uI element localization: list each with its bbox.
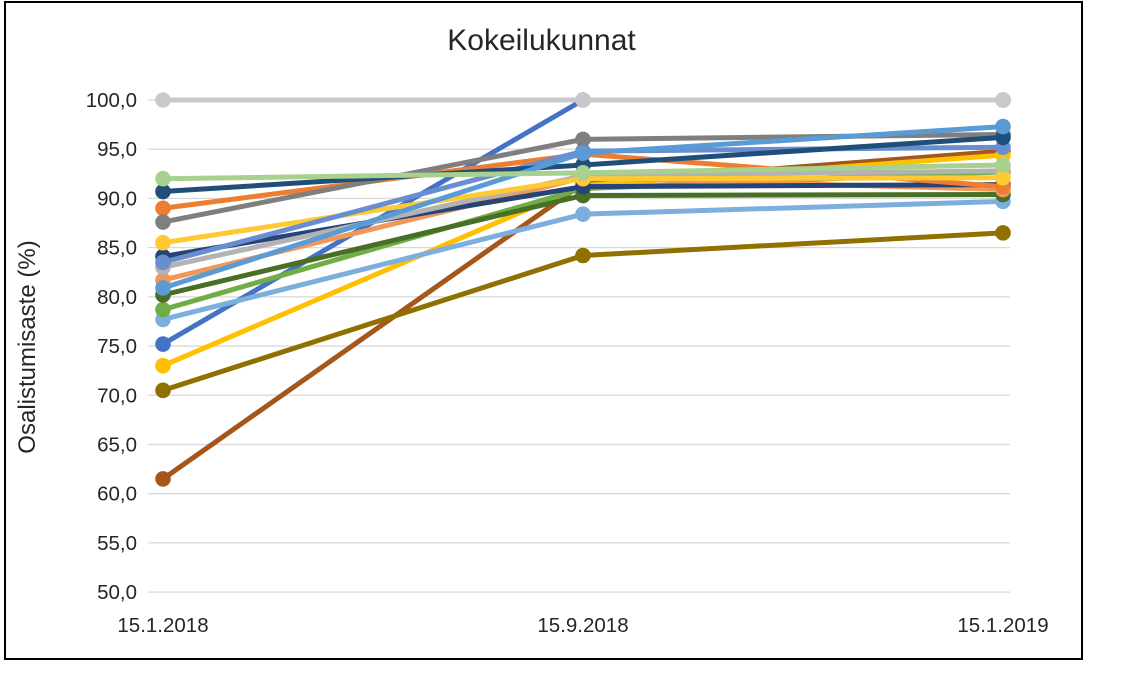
data-point-marker xyxy=(575,92,591,108)
y-tick-label: 65,0 xyxy=(97,433,137,456)
y-tick-label: 90,0 xyxy=(97,187,137,210)
data-point-marker xyxy=(575,206,591,222)
y-tick-label: 70,0 xyxy=(97,384,137,407)
x-axis-labels: 15.1.2018 15.9.2018 15.1.2019 xyxy=(117,614,1048,637)
y-tick-label: 95,0 xyxy=(97,138,137,161)
series-light-green xyxy=(155,157,1011,187)
data-point-marker xyxy=(155,92,171,108)
data-point-marker xyxy=(575,165,591,181)
data-point-marker xyxy=(155,183,171,200)
data-point-marker xyxy=(155,280,171,296)
data-point-marker xyxy=(155,357,171,374)
y-tick-label: 85,0 xyxy=(97,237,137,260)
y-axis-tick-labels: 50,0 55,0 60,0 65,0 70,0 75,0 80,0 85,0 90,0 95,0… xyxy=(86,89,137,604)
y-tick-label: 60,0 xyxy=(97,483,137,506)
y-tick-label: 55,0 xyxy=(97,532,137,555)
data-point-marker xyxy=(155,301,171,318)
y-axis-title: Osalistumisaste (%) xyxy=(14,240,41,454)
data-point-marker xyxy=(995,225,1011,241)
data-point-marker xyxy=(995,129,1011,146)
data-point-marker xyxy=(995,118,1011,135)
data-point-marker xyxy=(155,170,171,187)
series-light-blue xyxy=(155,118,1011,296)
data-point-marker xyxy=(995,169,1011,186)
x-axis-label: 15.1.2019 xyxy=(957,614,1048,637)
y-tick-label: 100,0 xyxy=(86,89,137,112)
y-tick-label: 50,0 xyxy=(97,581,137,604)
data-point-marker xyxy=(575,131,591,148)
data-point-marker xyxy=(155,214,171,230)
y-tick-label: 75,0 xyxy=(97,335,137,358)
chart-title: Kokeilukunnat xyxy=(447,24,636,57)
data-point-marker xyxy=(155,382,171,399)
x-axis-label: 15.1.2018 xyxy=(117,614,208,637)
data-point-marker xyxy=(155,200,171,217)
data-point-marker xyxy=(575,247,591,264)
data-point-marker xyxy=(995,92,1011,108)
data-point-marker xyxy=(155,471,171,487)
data-point-marker xyxy=(155,254,171,271)
x-axis-label: 15.9.2018 xyxy=(537,614,628,637)
data-point-marker xyxy=(155,234,171,251)
data-point-marker xyxy=(995,157,1011,173)
y-tick-label: 80,0 xyxy=(97,286,137,309)
series-olive xyxy=(155,225,1011,399)
data-point-marker xyxy=(575,145,591,161)
series-silver xyxy=(155,92,1011,108)
data-point-marker xyxy=(155,336,171,352)
